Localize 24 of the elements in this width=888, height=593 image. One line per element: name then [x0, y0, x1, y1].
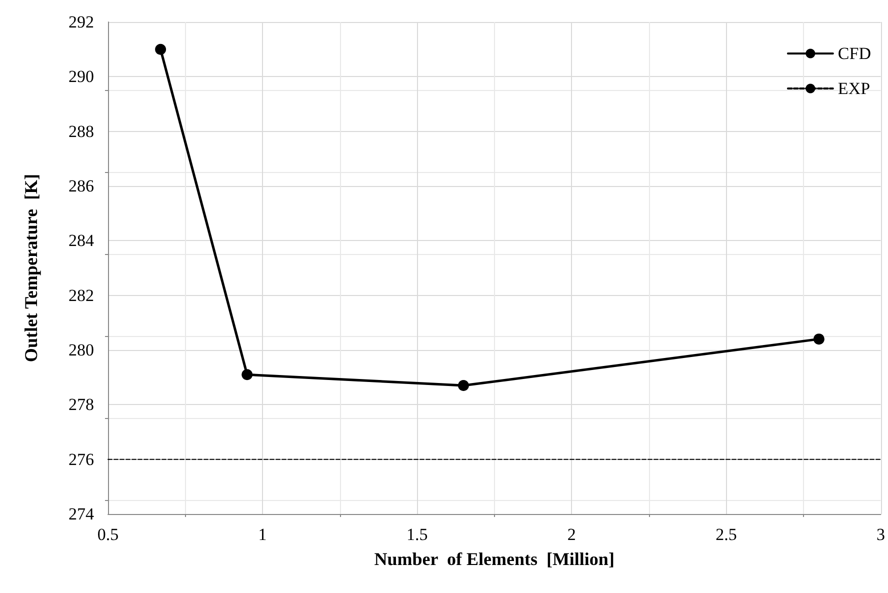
x-tick-label: 0.5: [97, 525, 119, 544]
legend-label: CFD: [838, 44, 872, 63]
y-tick-label: 282: [68, 286, 94, 305]
x-tick-label: 2: [567, 525, 576, 544]
y-tick-label: 276: [68, 450, 94, 469]
point: [242, 369, 253, 380]
x-tick-label: 3: [876, 525, 885, 544]
legend-label: EXP: [838, 79, 870, 98]
point: [458, 380, 469, 392]
point: [813, 334, 824, 345]
y-tick-label: 292: [68, 12, 94, 32]
x-tick-label: 1: [258, 525, 267, 544]
y-tick-label: 278: [68, 395, 94, 414]
y-tick-label: 286: [68, 176, 94, 196]
x-axis-title: Number of Elements [Million]: [374, 549, 614, 569]
y-axis-title: Outlet Temperature [K]: [21, 174, 41, 362]
y-tick-label: 288: [68, 122, 94, 141]
point: [155, 44, 166, 55]
y-tick-label: 290: [68, 67, 94, 86]
x-tick-label: 1.5: [406, 525, 428, 544]
x-tick-label: 2.5: [716, 525, 737, 544]
y-tick-label: 284: [68, 231, 94, 250]
y-tick-label: 274: [68, 504, 94, 524]
y-tick-label: 280: [68, 340, 94, 360]
